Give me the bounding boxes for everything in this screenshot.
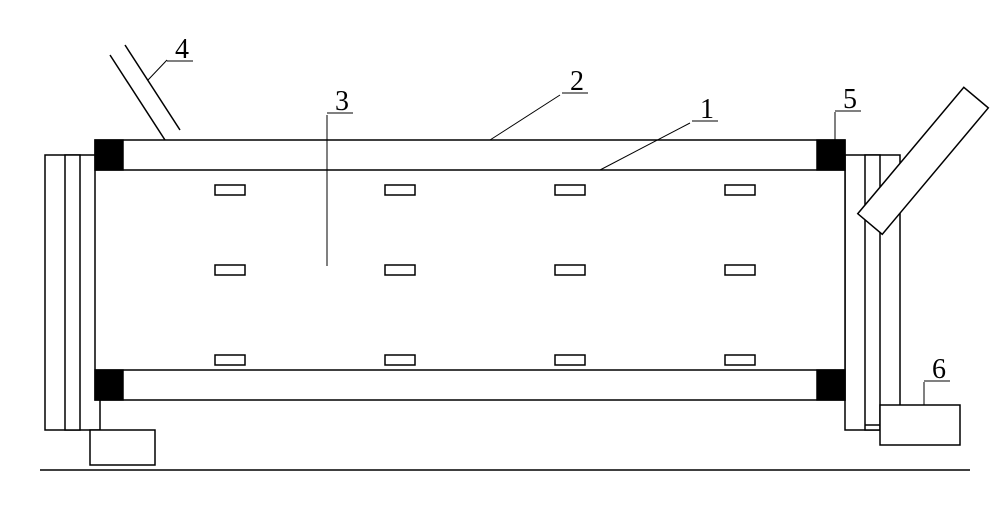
corner-block-2	[95, 370, 123, 400]
label-4: 4	[175, 34, 189, 65]
slot	[725, 185, 755, 195]
label-leader-4	[148, 60, 167, 80]
label-6: 6	[932, 354, 946, 385]
inlet-line-1	[125, 45, 180, 130]
inlet-line-0	[110, 55, 165, 140]
slot	[385, 355, 415, 365]
slot	[385, 185, 415, 195]
left-support-base	[90, 430, 155, 465]
slot	[725, 265, 755, 275]
label-3: 3	[335, 86, 349, 117]
slot	[215, 265, 245, 275]
label-1: 1	[700, 94, 714, 125]
slot	[555, 185, 585, 195]
slot	[215, 185, 245, 195]
right-support-base	[880, 405, 960, 445]
slot	[555, 265, 585, 275]
left-support-inner	[65, 155, 80, 430]
engineering-diagram: 1 2 3 4 5 6	[0, 0, 1000, 522]
label-2: 2	[570, 66, 584, 97]
slot	[215, 355, 245, 365]
label-5: 5	[843, 84, 857, 115]
corner-block-0	[95, 140, 123, 170]
slot	[555, 355, 585, 365]
corner-block-1	[817, 140, 845, 170]
corner-block-3	[817, 370, 845, 400]
slot	[385, 265, 415, 275]
slot	[725, 355, 755, 365]
label-leader-2	[490, 95, 560, 140]
